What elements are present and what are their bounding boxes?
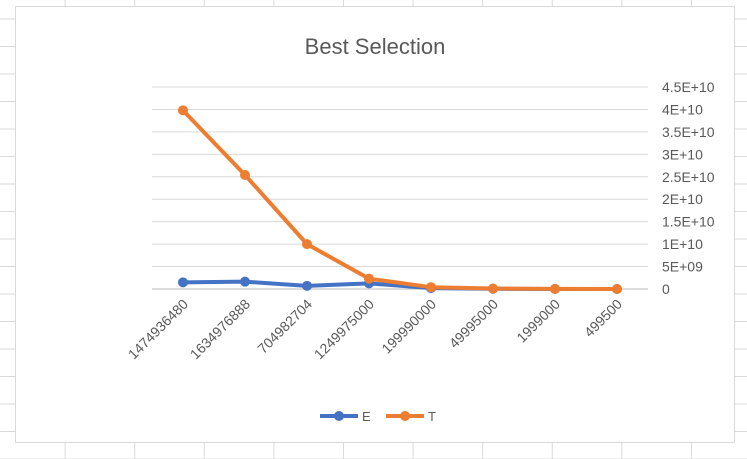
x-tick-label: 1249975000 [311,296,378,363]
y-tick-label: 0 [662,281,670,297]
y-tick-label: 5E+09 [662,259,703,275]
chart-title: Best Selection [305,34,446,59]
data-point [240,276,250,287]
legend-marker [334,411,344,421]
y-tick-label: 3E+10 [662,146,703,162]
data-point [240,169,250,180]
legend-marker [400,411,410,421]
data-point [302,239,312,250]
y-axis-ticks: 0 5E+09 1E+10 1.5E+10 2E+10 2.5E+10 3E+10 3.5E+… [662,79,715,297]
legend-item-T[interactable]: T [386,409,436,424]
series-line [181,108,619,291]
data-point [488,283,498,294]
x-tick-label: 704982704 [254,296,315,357]
data-point [178,105,188,116]
chart-area[interactable] [15,6,735,443]
gridlines [152,86,648,290]
legend-label: E [362,409,371,424]
y-tick-label: 4E+10 [662,101,703,117]
data-point [178,277,188,288]
x-tick-label: 499500 [581,296,625,340]
y-tick-label: 1E+10 [662,236,703,252]
y-tick-label: 3.5E+10 [662,124,715,140]
series-layer [178,105,622,294]
data-point [302,280,312,291]
data-point [612,283,622,294]
data-point [426,282,436,293]
x-tick-label: 49995000 [446,296,502,352]
x-tick-label: 199990000 [378,296,439,357]
legend-item-E[interactable]: E [320,409,371,424]
data-point [550,283,560,294]
x-tick-label: 1634976888 [187,296,254,363]
y-tick-label: 2E+10 [662,191,703,207]
y-tick-label: 4.5E+10 [662,79,715,95]
x-tick-label: 1474936480 [125,296,192,363]
y-tick-label: 2.5E+10 [662,169,715,185]
x-tick-label: 1999000 [513,296,563,346]
legend-label: T [428,409,436,424]
series-T [178,105,622,294]
y-tick-label: 1.5E+10 [662,214,715,230]
data-point [364,273,374,284]
